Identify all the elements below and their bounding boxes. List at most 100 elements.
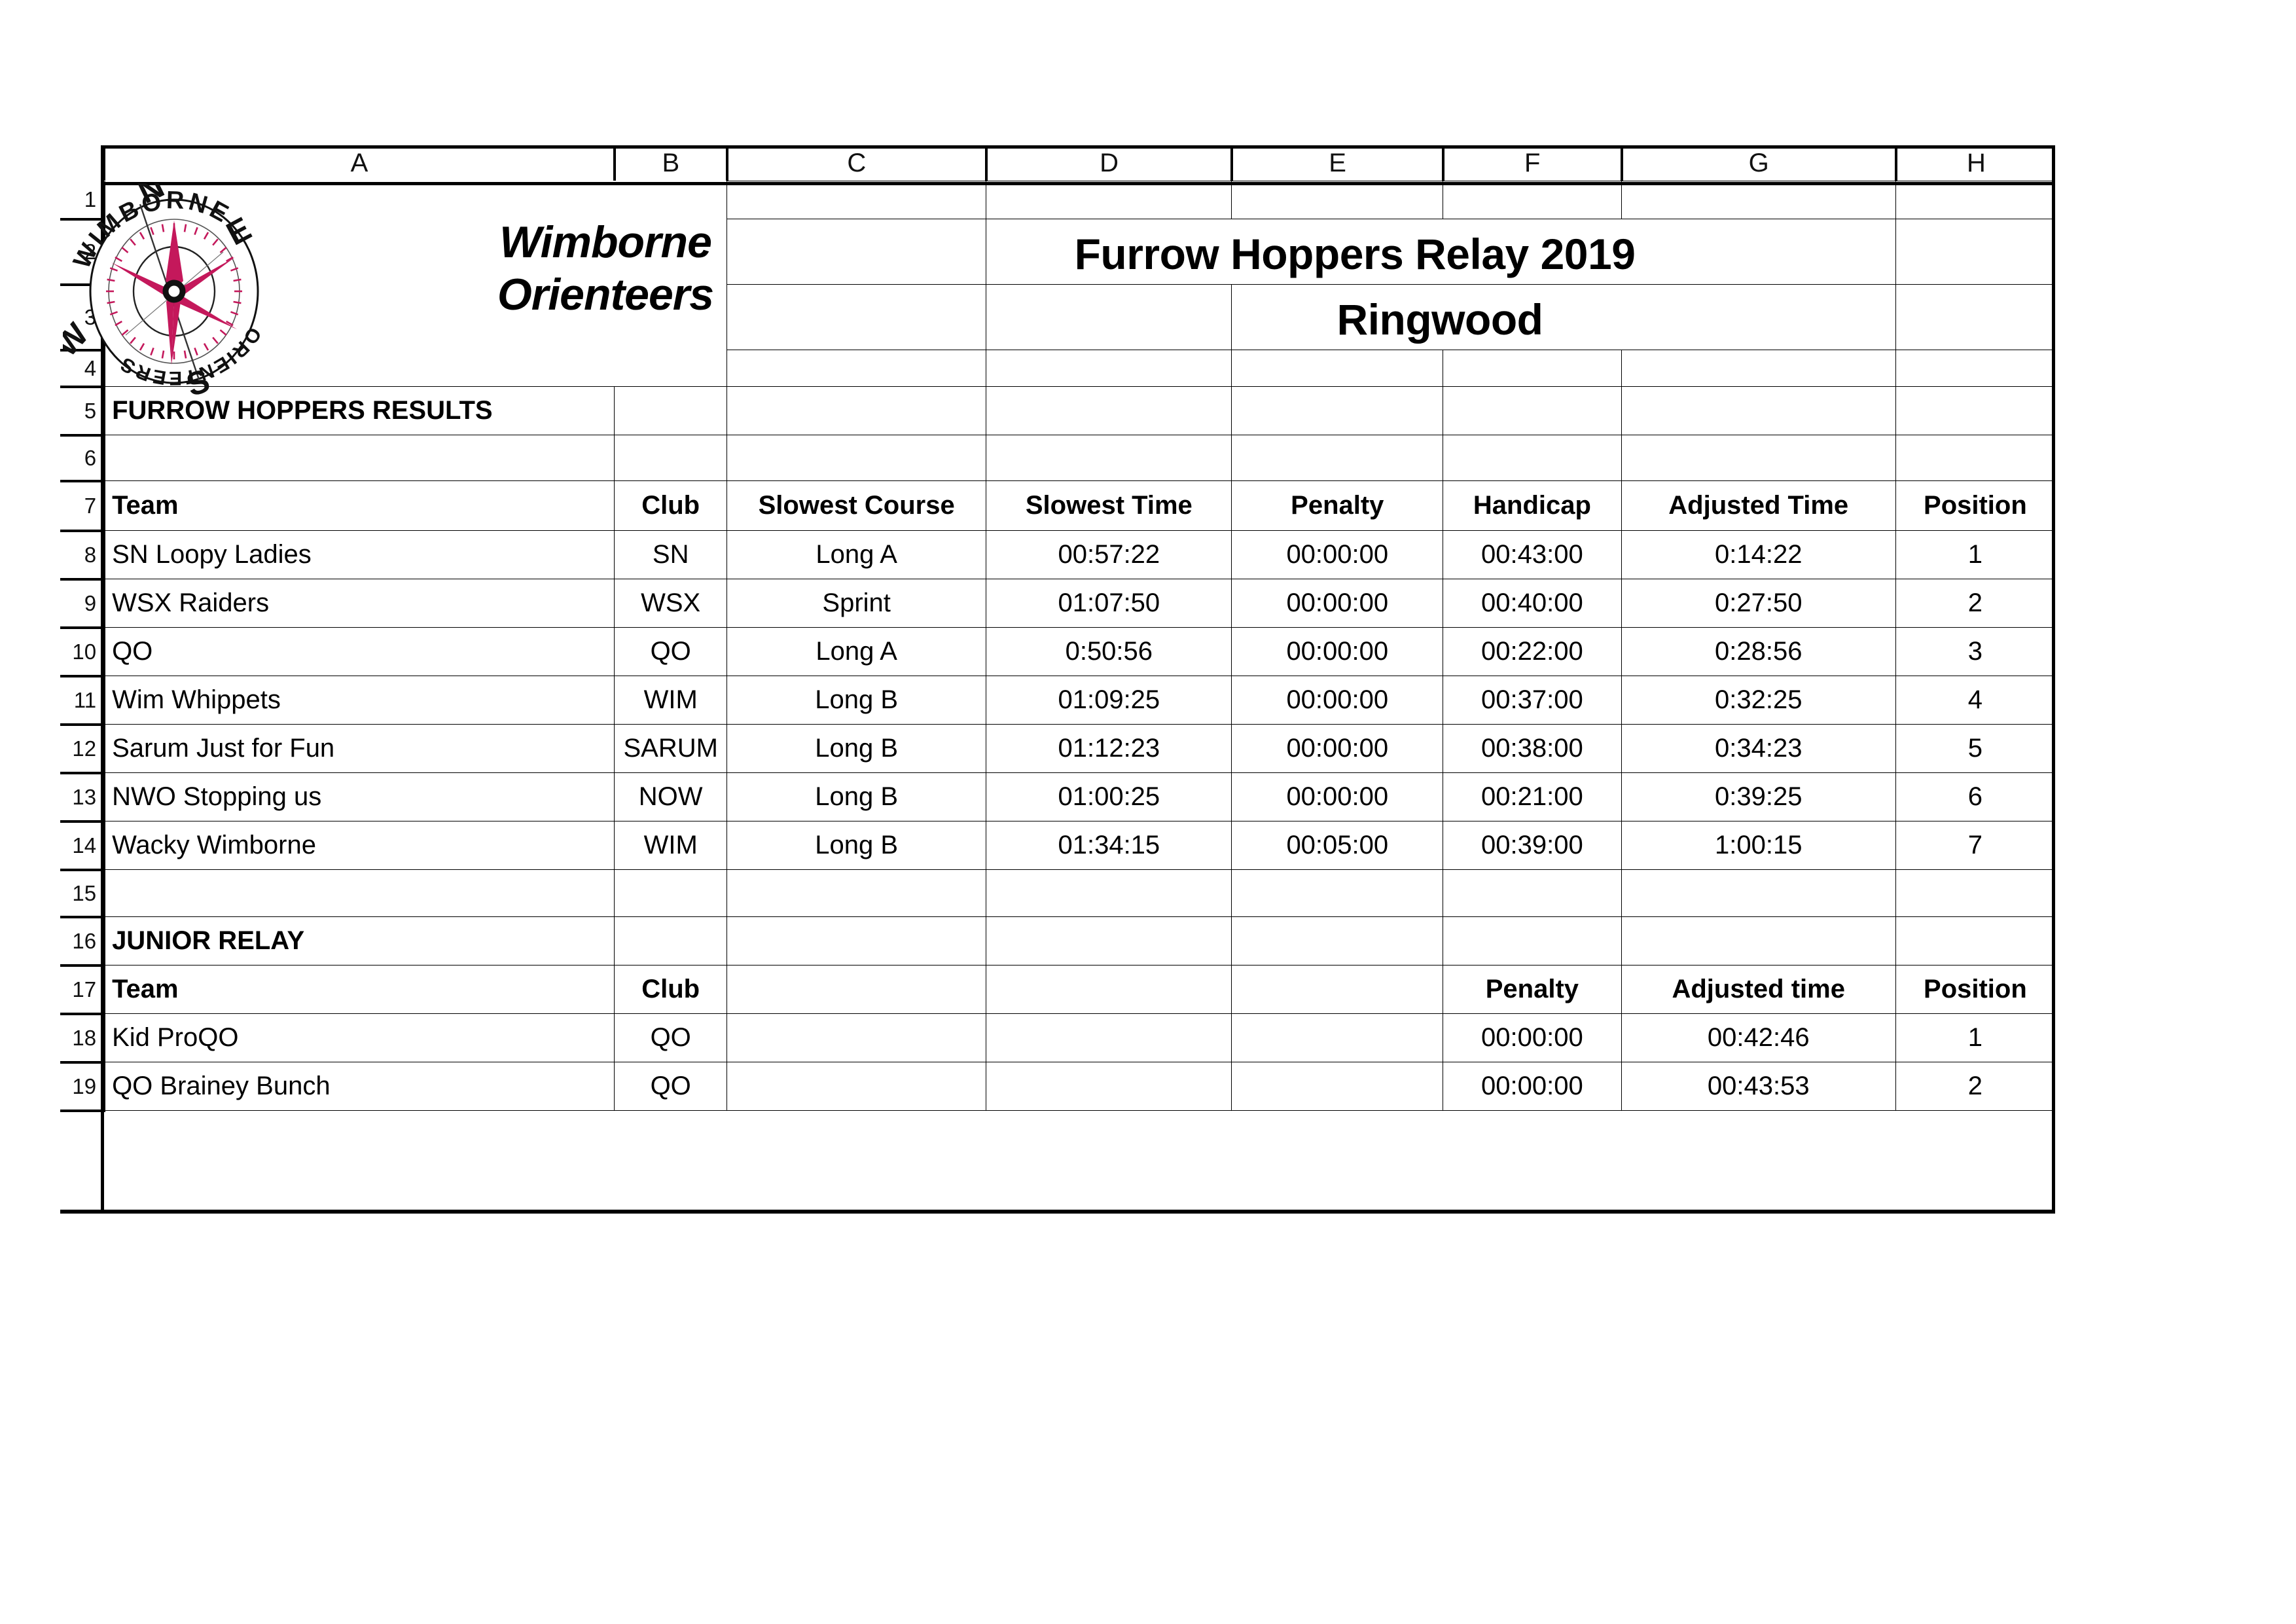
- cell-e17[interactable]: [1231, 965, 1444, 1014]
- cell-club[interactable]: SN: [614, 530, 728, 579]
- cell-d5[interactable]: [986, 386, 1232, 435]
- row-header-13[interactable]: 13: [60, 772, 106, 823]
- cell-course[interactable]: Long A: [726, 530, 987, 579]
- cell-h16[interactable]: [1895, 916, 2056, 965]
- row-header-7[interactable]: 7: [60, 480, 106, 532]
- cell-e16[interactable]: [1231, 916, 1444, 965]
- cell-penalty[interactable]: 00:00:00: [1231, 530, 1444, 579]
- cell-position[interactable]: 4: [1895, 676, 2056, 725]
- cell-penalty[interactable]: 00:00:00: [1231, 772, 1444, 821]
- cell-f4[interactable]: [1443, 350, 1622, 387]
- cell-penalty[interactable]: 00:00:00: [1231, 579, 1444, 628]
- cell-d6[interactable]: [986, 435, 1232, 481]
- cell-handicap[interactable]: 00:39:00: [1443, 821, 1622, 870]
- junior-col-label-penalty[interactable]: Penalty: [1443, 965, 1622, 1014]
- col-label-position[interactable]: Position: [1895, 480, 2056, 531]
- cell-position[interactable]: 6: [1895, 772, 2056, 821]
- cell-penalty[interactable]: 00:05:00: [1231, 821, 1444, 870]
- cell-d4[interactable]: [986, 350, 1232, 387]
- junior-section-heading[interactable]: JUNIOR RELAY: [103, 916, 615, 965]
- cell-e4[interactable]: [1231, 350, 1444, 387]
- junior-col-label-club[interactable]: Club: [614, 965, 728, 1014]
- cell-club[interactable]: WIM: [614, 821, 728, 870]
- cell-club[interactable]: QO: [614, 1062, 728, 1111]
- row-header-16[interactable]: 16: [60, 916, 106, 967]
- cell-adjusted-time[interactable]: 0:39:25: [1621, 772, 1896, 821]
- cell-h1[interactable]: [1895, 181, 2056, 219]
- cell-adjusted-time[interactable]: 0:28:56: [1621, 627, 1896, 676]
- cell-c2[interactable]: [726, 219, 987, 285]
- cell-club[interactable]: WIM: [614, 676, 728, 725]
- cell-c5[interactable]: [726, 386, 987, 435]
- cell-adjusted-time[interactable]: 0:34:23: [1621, 724, 1896, 773]
- column-header-g[interactable]: G: [1621, 145, 1897, 181]
- row-header-14[interactable]: 14: [60, 821, 106, 871]
- cell-d2-merged-title[interactable]: [986, 219, 1896, 285]
- cell-position[interactable]: 2: [1895, 1062, 2056, 1111]
- cell-team[interactable]: SN Loopy Ladies: [103, 530, 615, 579]
- cell-b5[interactable]: [614, 386, 728, 435]
- cell-position[interactable]: 1: [1895, 1013, 2056, 1062]
- column-header-d[interactable]: D: [986, 145, 1234, 181]
- row-header-6[interactable]: 6: [60, 435, 106, 482]
- cell-h15[interactable]: [1895, 869, 2056, 917]
- cell-penalty[interactable]: 00:00:00: [1443, 1062, 1622, 1111]
- cell-c1[interactable]: [726, 181, 987, 219]
- cell-d18[interactable]: [986, 1013, 1232, 1062]
- cell-e15[interactable]: [1231, 869, 1444, 917]
- cell-adjusted-time[interactable]: 0:14:22: [1621, 530, 1896, 579]
- row-header-1[interactable]: 1: [60, 181, 106, 221]
- column-header-f[interactable]: F: [1443, 145, 1623, 181]
- cell-team[interactable]: WSX Raiders: [103, 579, 615, 628]
- cell-c15[interactable]: [726, 869, 987, 917]
- cell-c18[interactable]: [726, 1013, 987, 1062]
- cell-b16[interactable]: [614, 916, 728, 965]
- cell-team[interactable]: QO: [103, 627, 615, 676]
- cell-g4[interactable]: [1621, 350, 1896, 387]
- row-header-10[interactable]: 10: [60, 627, 106, 677]
- cell-course[interactable]: Sprint: [726, 579, 987, 628]
- cell-f15[interactable]: [1443, 869, 1622, 917]
- cell-f5[interactable]: [1443, 386, 1622, 435]
- row-header-9[interactable]: 9: [60, 579, 106, 629]
- cell-c4[interactable]: [726, 350, 987, 387]
- cell-d17[interactable]: [986, 965, 1232, 1014]
- cell-f16[interactable]: [1443, 916, 1622, 965]
- cell-adjusted-time[interactable]: 0:32:25: [1621, 676, 1896, 725]
- cell-e19[interactable]: [1231, 1062, 1444, 1111]
- cell-club[interactable]: QO: [614, 1013, 728, 1062]
- col-label-handicap[interactable]: Handicap: [1443, 480, 1622, 531]
- cell-position[interactable]: 1: [1895, 530, 2056, 579]
- cell-g15[interactable]: [1621, 869, 1896, 917]
- cell-team[interactable]: Kid ProQO: [103, 1013, 615, 1062]
- row-header-11[interactable]: 11: [60, 676, 106, 726]
- cell-slowest-time[interactable]: 01:07:50: [986, 579, 1232, 628]
- cell-handicap[interactable]: 00:43:00: [1443, 530, 1622, 579]
- cell-club[interactable]: QO: [614, 627, 728, 676]
- row-header-8[interactable]: 8: [60, 530, 106, 581]
- cell-penalty[interactable]: 00:00:00: [1443, 1013, 1622, 1062]
- cell-e5[interactable]: [1231, 386, 1444, 435]
- cell-handicap[interactable]: 00:40:00: [1443, 579, 1622, 628]
- cell-d19[interactable]: [986, 1062, 1232, 1111]
- cell-f1[interactable]: [1443, 181, 1622, 219]
- row-header-17[interactable]: 17: [60, 965, 106, 1015]
- cell-handicap[interactable]: 00:22:00: [1443, 627, 1622, 676]
- row-header-4[interactable]: 4: [60, 350, 106, 388]
- column-header-e[interactable]: E: [1232, 145, 1445, 181]
- cell-adjusted-time[interactable]: 1:00:15: [1621, 821, 1896, 870]
- column-header-c[interactable]: C: [726, 145, 988, 181]
- cell-c17[interactable]: [726, 965, 987, 1014]
- cell-penalty[interactable]: 00:00:00: [1231, 676, 1444, 725]
- cell-team[interactable]: Sarum Just for Fun: [103, 724, 615, 773]
- cell-b6[interactable]: [614, 435, 728, 481]
- cell-h5[interactable]: [1895, 386, 2056, 435]
- cell-h6[interactable]: [1895, 435, 2056, 481]
- cell-a6[interactable]: [103, 435, 615, 481]
- cell-adjusted-time[interactable]: 0:27:50: [1621, 579, 1896, 628]
- cell-e6[interactable]: [1231, 435, 1444, 481]
- col-label-club[interactable]: Club: [614, 480, 728, 531]
- row-header-18[interactable]: 18: [60, 1013, 106, 1064]
- cell-course[interactable]: Long B: [726, 772, 987, 821]
- column-header-b[interactable]: B: [614, 145, 728, 181]
